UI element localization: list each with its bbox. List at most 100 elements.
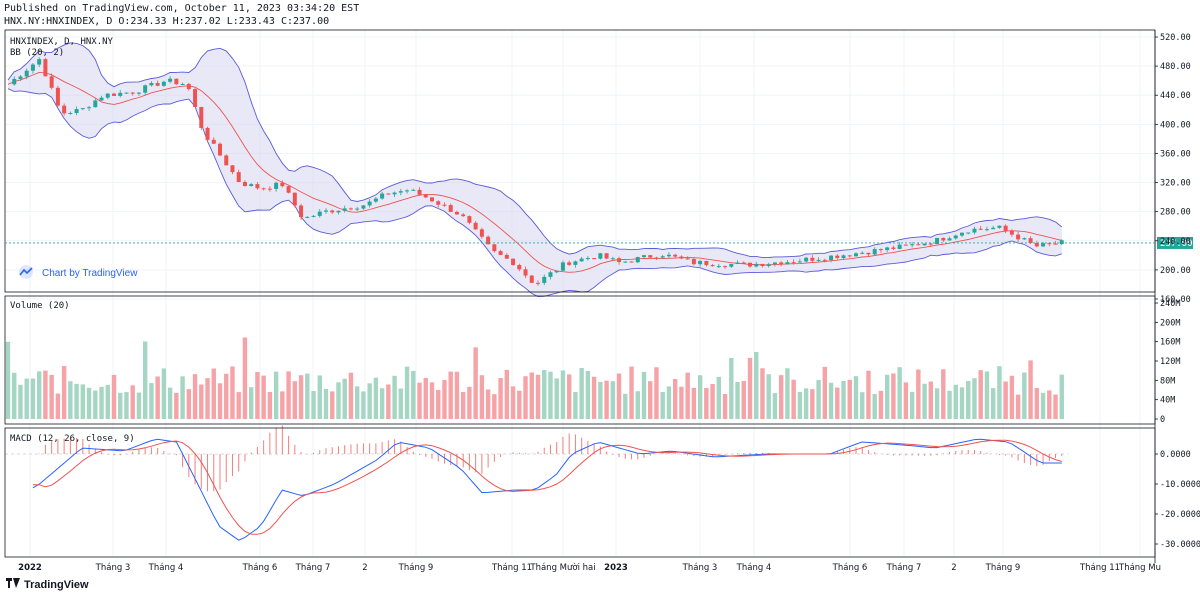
candle: [230, 165, 235, 173]
tv-logo-icon: [6, 578, 20, 591]
candle: [617, 258, 622, 263]
volume-bar: [747, 357, 753, 419]
volume-bar: [704, 388, 709, 419]
volume-bar: [623, 393, 628, 419]
volume-bar: [305, 373, 310, 419]
volume-bar: [398, 388, 404, 419]
candle: [573, 261, 578, 265]
volume-bar: [467, 386, 472, 419]
volume-bar: [429, 382, 435, 419]
candle: [816, 259, 821, 261]
x-tick-label: Tháng 4: [148, 563, 184, 573]
candle: [242, 181, 247, 186]
volume-bar: [5, 341, 11, 419]
price-tick-label: 400.00: [1160, 120, 1191, 130]
grid: [5, 30, 1155, 557]
candle: [155, 82, 160, 86]
candle: [623, 261, 628, 263]
volume-bar: [442, 380, 447, 419]
volume-bar: [217, 383, 223, 419]
candle: [523, 269, 528, 276]
candle: [136, 92, 141, 94]
volume-bar: [735, 382, 740, 419]
candle: [1016, 234, 1021, 240]
volume-bar: [554, 378, 559, 419]
volume-bar: [105, 384, 110, 419]
candle: [18, 76, 23, 79]
volume-bar: [1015, 394, 1021, 419]
volume-bar: [504, 369, 510, 419]
volume-bar: [822, 366, 828, 419]
volume-bar: [273, 371, 279, 419]
volume-bar: [248, 387, 254, 419]
volume-bar: [685, 372, 690, 419]
chart-by-link[interactable]: Chart by TradingView: [16, 265, 137, 282]
candle: [891, 247, 896, 249]
candle: [74, 109, 79, 114]
volume-bar: [903, 382, 909, 419]
volume-bar: [211, 368, 216, 419]
candle: [486, 236, 491, 245]
volume-bar: [922, 383, 927, 419]
volume-bar: [672, 379, 678, 419]
candle: [791, 262, 796, 264]
candle: [479, 229, 484, 237]
candle: [829, 255, 834, 261]
candle: [24, 70, 29, 77]
band-fill: [8, 42, 1062, 297]
candle: [186, 83, 191, 90]
candle: [292, 192, 297, 206]
volume-bar: [149, 383, 154, 419]
candle: [324, 210, 328, 212]
candle: [679, 256, 684, 259]
volume-bar: [722, 394, 728, 419]
volume-bar: [417, 382, 422, 419]
volume-bar: [460, 391, 466, 419]
volume-bar: [1059, 374, 1064, 419]
volume-bar: [878, 390, 884, 419]
candle: [854, 253, 858, 257]
volume-bar: [517, 390, 522, 419]
candle: [436, 201, 441, 205]
volume-bar: [648, 381, 653, 419]
candle: [454, 211, 459, 215]
volume-bar: [180, 376, 185, 419]
bb-legend: BB (20, 2): [10, 48, 65, 58]
volume-bar: [155, 376, 160, 419]
candle: [897, 244, 902, 249]
candle: [236, 172, 241, 182]
volume-bar: [473, 347, 478, 419]
price-tick-label: 160.00: [1160, 295, 1191, 305]
candle: [361, 205, 366, 209]
x-tick-label: Tháng 9: [985, 563, 1021, 573]
chart-by-text: Chart by TradingView: [42, 268, 138, 279]
volume-bar: [909, 391, 915, 419]
candle: [30, 64, 35, 71]
candle: [280, 182, 285, 187]
candle: [261, 188, 266, 190]
x-tick-label: Tháng 11: [1079, 563, 1120, 573]
candle: [12, 78, 17, 85]
candle: [673, 254, 678, 257]
candle: [1028, 238, 1033, 243]
volume-bars: [5, 337, 1064, 419]
volume-bar: [86, 387, 92, 419]
candle: [935, 237, 940, 245]
candle: [860, 252, 865, 254]
candle: [105, 93, 110, 98]
volume-bar: [448, 371, 453, 419]
volume-bar: [941, 369, 946, 419]
candle: [978, 228, 983, 230]
candle: [93, 100, 98, 108]
candle: [348, 208, 353, 210]
x-tick-label: Tháng 7: [295, 563, 331, 573]
x-tick-label: Tháng 4: [736, 563, 772, 573]
tradingview-footer[interactable]: TradingView: [6, 578, 89, 591]
candle: [80, 108, 85, 110]
candle: [953, 235, 958, 239]
candle: [49, 76, 54, 88]
candle: [37, 59, 42, 65]
volume-tick-label: 80M: [1160, 376, 1175, 386]
candle: [960, 232, 964, 236]
